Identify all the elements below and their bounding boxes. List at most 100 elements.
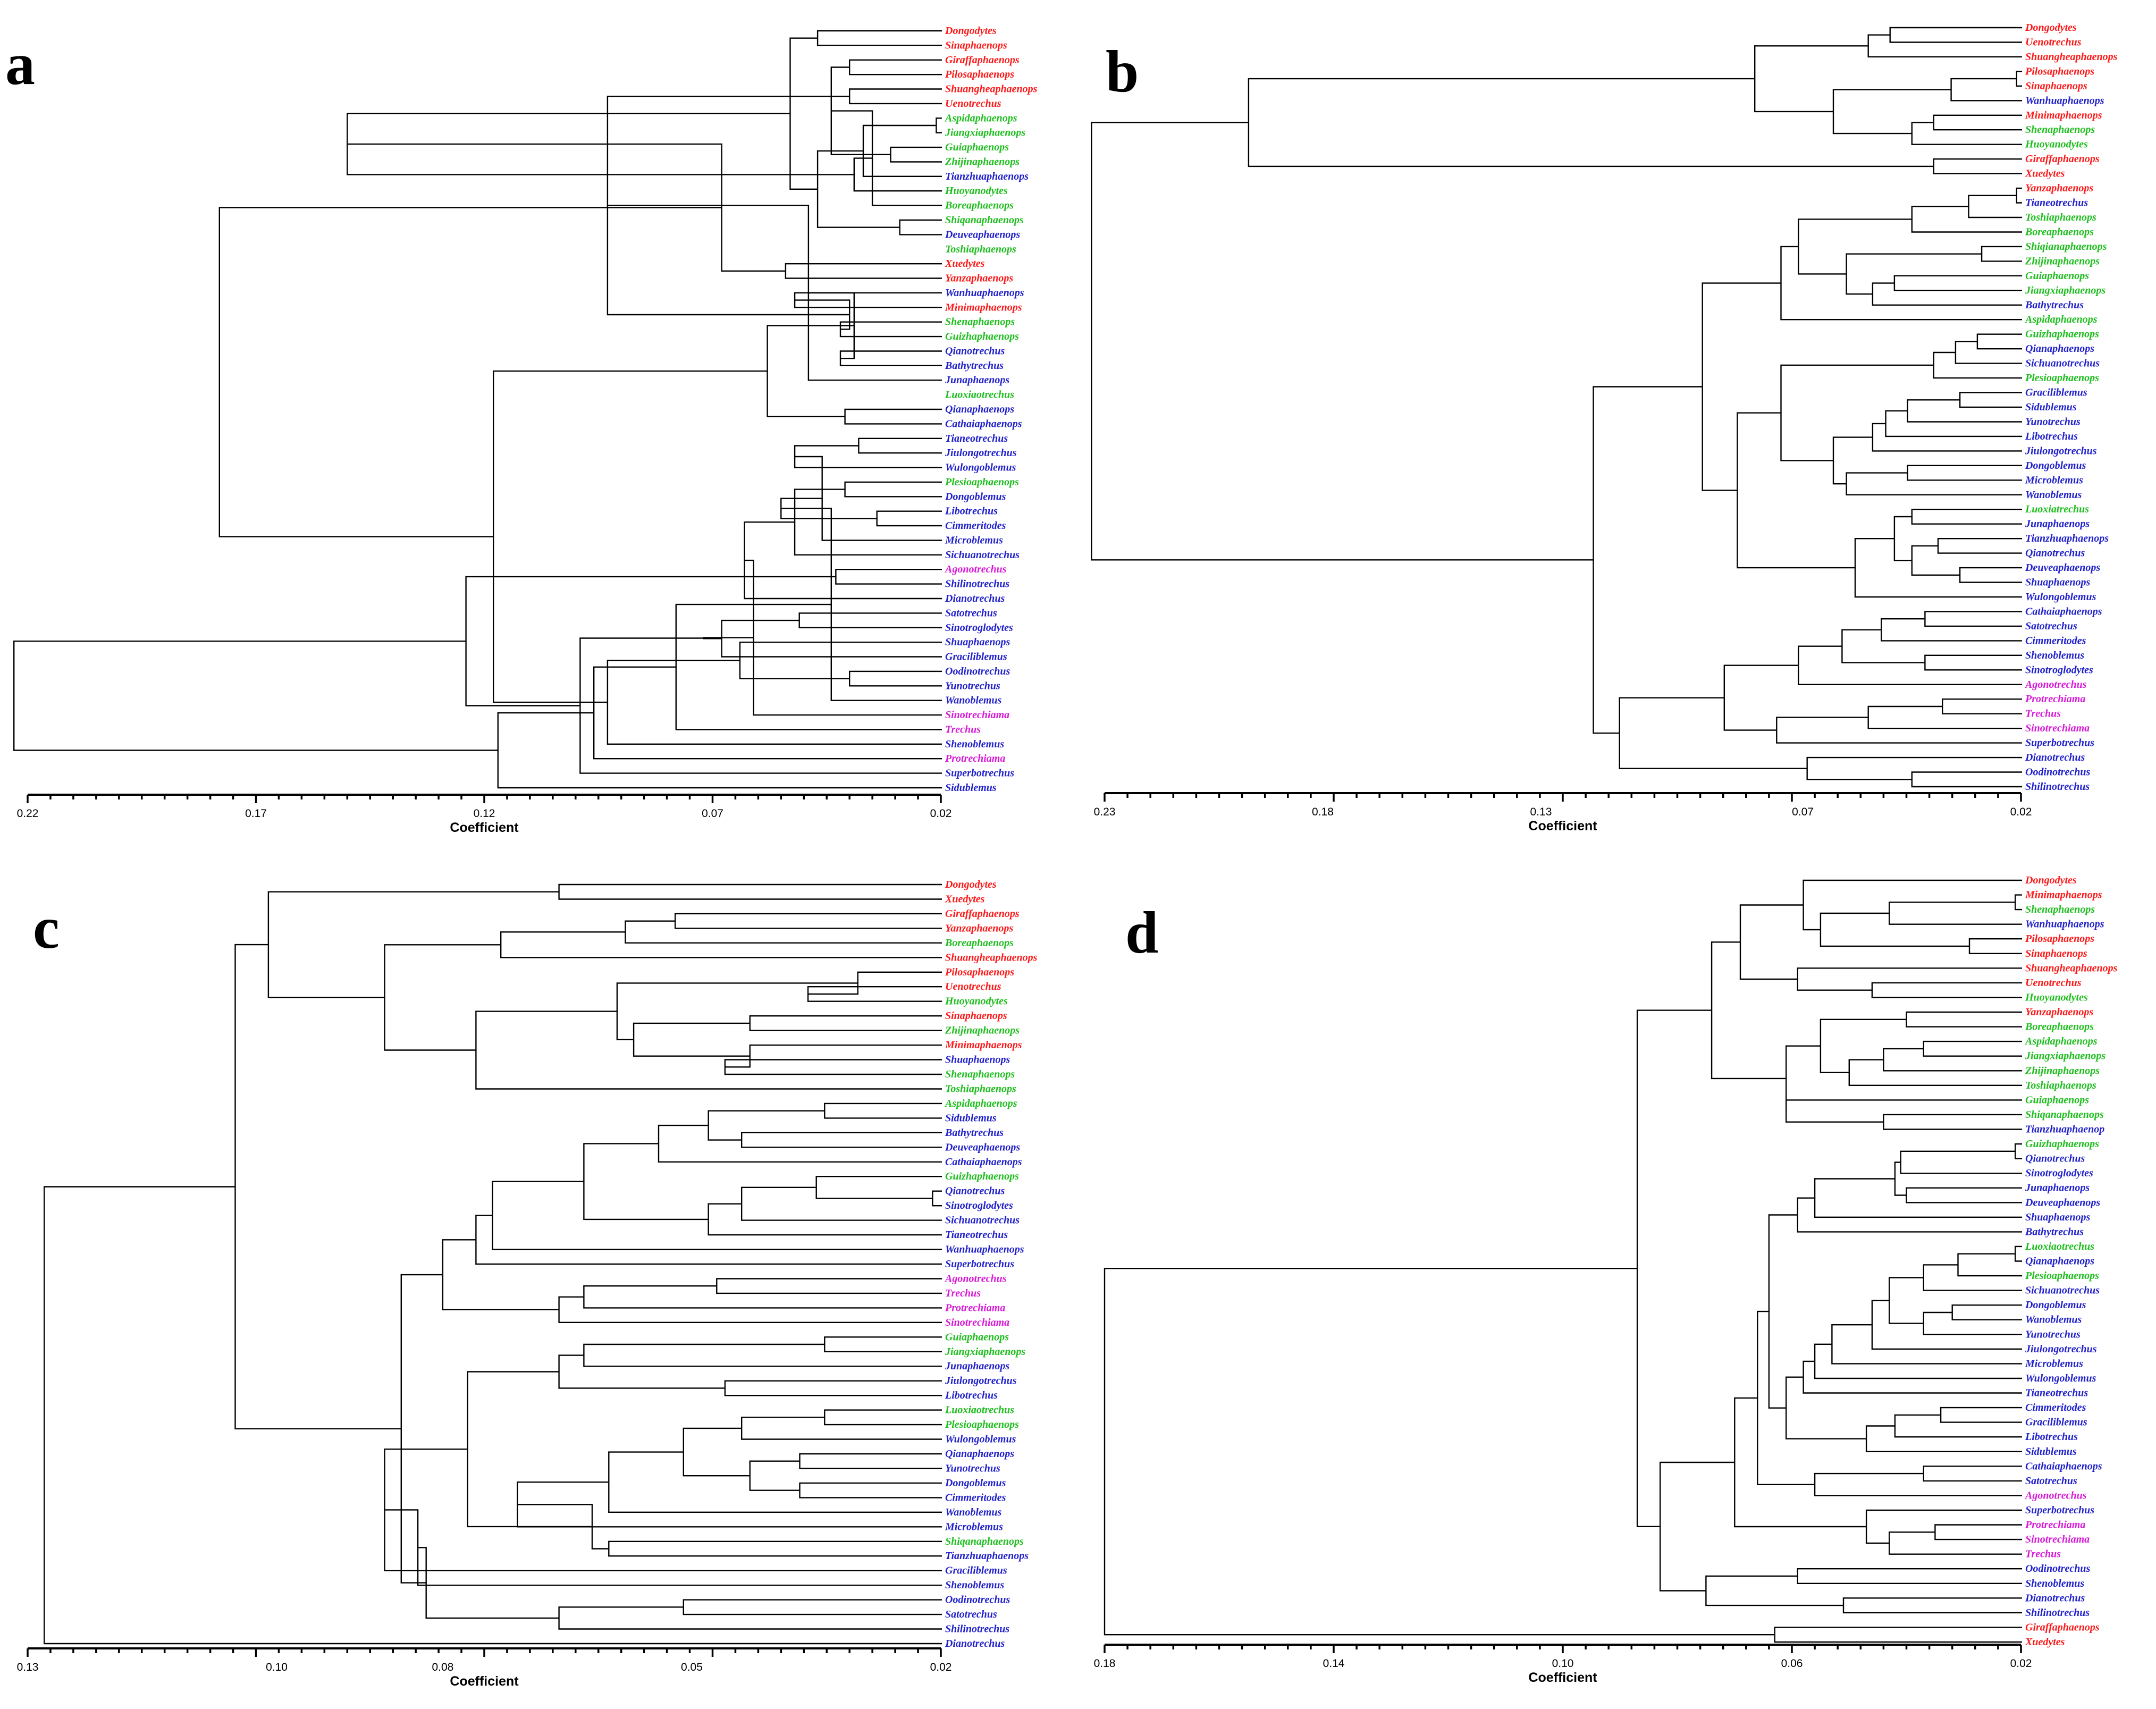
dendrogram-branch (890, 146, 942, 163)
leaf-label: Shuangheaphaenops (2025, 51, 2118, 63)
panel-label: d (1125, 900, 1158, 966)
leaf-label: Shenaphaenops (945, 316, 1015, 328)
leaf-label: Wanhuaphaenops (2025, 95, 2104, 106)
leaf-label: Wulongoblemus (945, 462, 1016, 474)
leaf-label: Microblemus (2025, 1358, 2083, 1369)
dendrogram-branch (1831, 1324, 2022, 1365)
leaf-label: Bathytrechus (2025, 1226, 2084, 1237)
dendrogram-branch (824, 1336, 942, 1352)
leaf-label: Oodinotrechus (945, 666, 1010, 677)
leaf-label: Sinotroglodytes (2025, 664, 2093, 676)
dendrogram-branch (1846, 472, 2022, 495)
leaf-label: Cathaiaphaenops (945, 418, 1022, 430)
leaf-label: Sidublemus (2025, 1446, 2077, 1458)
dendrogram-branch (616, 982, 858, 1040)
leaf-label: Minimaphaenops (945, 301, 1022, 313)
dendrogram-branch (725, 1044, 942, 1068)
leaf-label: Plesioaphaenops (945, 476, 1019, 488)
dendrogram-branch (1867, 705, 2022, 729)
leaf-label: Huoyanodytes (945, 996, 1008, 1007)
dendrogram-branch (442, 1239, 559, 1310)
leaf-label: Shiqanaphaenops (2025, 1109, 2104, 1121)
leaf-label: Superbotrechus (2025, 737, 2094, 749)
tick-label: 0.06 (1781, 1657, 1803, 1670)
dendrogram-branch (497, 712, 942, 789)
leaf-label: Jiulongotrechus (2025, 445, 2097, 457)
dendrogram-branch (1893, 275, 2022, 291)
dendrogram-branch (1906, 1187, 2022, 1203)
leaf-label: Cathaiaphaenops (945, 1156, 1022, 1168)
dendrogram-branch (558, 1606, 942, 1630)
dendrogram-branch (1934, 1524, 2022, 1540)
leaf-label: Qianaphaenops (2025, 1256, 2094, 1267)
dendrogram-branch (708, 1203, 942, 1236)
dendrogram-branch (607, 660, 942, 745)
leaf-label: Boreaphaenops (2025, 226, 2094, 238)
leaf-label: Wanoblemus (945, 695, 1002, 706)
leaf-label: Zhijinaphaenops (945, 156, 1020, 167)
dendrogram-branch (789, 37, 818, 190)
dendrogram-branch (1885, 410, 2022, 437)
dendrogram-branch (1814, 1472, 2022, 1496)
panel-label: c (33, 895, 60, 961)
leaf-label: Yanzaphaenops (945, 922, 1013, 934)
dendrogram-branch (1104, 1268, 1775, 1636)
dendrogram-branch (1841, 629, 1925, 663)
leaf-label: Libotrechus (2025, 1431, 2078, 1443)
leaf-label: Sinotrechiama (945, 709, 1009, 721)
dendrogram-branch (1806, 756, 2022, 780)
dendrogram-branch (583, 1285, 942, 1309)
leaf-label: Trechus (945, 1287, 981, 1299)
dendrogram-branch (1889, 1277, 1924, 1324)
x-axis-title: Coefficient (450, 1674, 519, 1689)
leaf-label: Guiaphaenops (2025, 1094, 2089, 1106)
dendrogram-branch (839, 321, 942, 338)
leaf-label: Shenoblemus (2025, 650, 2084, 661)
dendrogram-branch (853, 157, 942, 192)
dendrogram-branch (741, 1417, 942, 1440)
dendrogram-branch (862, 124, 942, 177)
dendrogram-branch (2016, 187, 2022, 204)
leaf-label: Boreaphaenops (2025, 1021, 2094, 1033)
tick-label: 0.13 (1530, 806, 1552, 818)
tick-label: 0.02 (2010, 1657, 2032, 1670)
dendrogram-branch (1798, 645, 2022, 685)
dendrogram-branch (608, 1540, 942, 1557)
dendrogram-branch (625, 920, 942, 944)
dendrogram-branch (1937, 538, 2022, 554)
leaf-label: Protrechiama (2025, 1519, 2085, 1531)
leaf-label: Qianotrechus (945, 1185, 1005, 1197)
leaf-label: Jiangxiaphaenops (945, 127, 1025, 139)
leaf-label: Agonotrechus (944, 1273, 1007, 1284)
leaf-label: Wanoblemus (2025, 489, 2082, 501)
dendrogram-branch (1893, 516, 1912, 561)
dendrogram-branch (708, 1110, 825, 1141)
leaf-label: Sichuanotrechus (2025, 1285, 2100, 1297)
dendrogram-branch (1959, 567, 2022, 583)
dendrogram-branch (849, 59, 942, 75)
leaf-label: Yanzaphaenops (2025, 1006, 2093, 1018)
dendrogram-branch (44, 1186, 942, 1645)
leaf-label: Agonotrechus (2024, 679, 2087, 691)
leaf-label: Plesioaphaenops (2025, 1270, 2099, 1282)
leaf-label: Sichuanotrechus (2025, 358, 2100, 369)
dendrogram-branch (1883, 1048, 2022, 1072)
leaf-label: Tianzhuaphaenops (945, 171, 1029, 182)
dendrogram-branch (1889, 27, 2022, 43)
dendrogram-branch (492, 1181, 942, 1250)
leaf-label: Shiqanaphaenops (945, 1536, 1024, 1547)
x-axis-title: Coefficient (1528, 1670, 1597, 1685)
dendrogram-branch (633, 1022, 750, 1057)
dendrogram-branch (936, 117, 942, 133)
dendrogram-branch (1734, 1397, 1867, 1528)
leaf-label: Graciliblemus (2025, 1417, 2087, 1428)
leaf-label: Uenotrechus (945, 98, 1001, 110)
leaf-label: Dongodytes (945, 25, 997, 37)
leaf-label: Satotrechus (945, 1609, 997, 1620)
leaf-label: Dongoblemus (945, 491, 1006, 502)
leaf-label: Junaphaenops (2025, 1182, 2090, 1194)
leaf-label: Sinotrechiama (2025, 1534, 2090, 1545)
leaf-label: Tianeotrechus (945, 1229, 1008, 1241)
leaf-label: Aspidaphaenops (944, 112, 1017, 124)
dendrogram-branch (1780, 246, 2022, 321)
